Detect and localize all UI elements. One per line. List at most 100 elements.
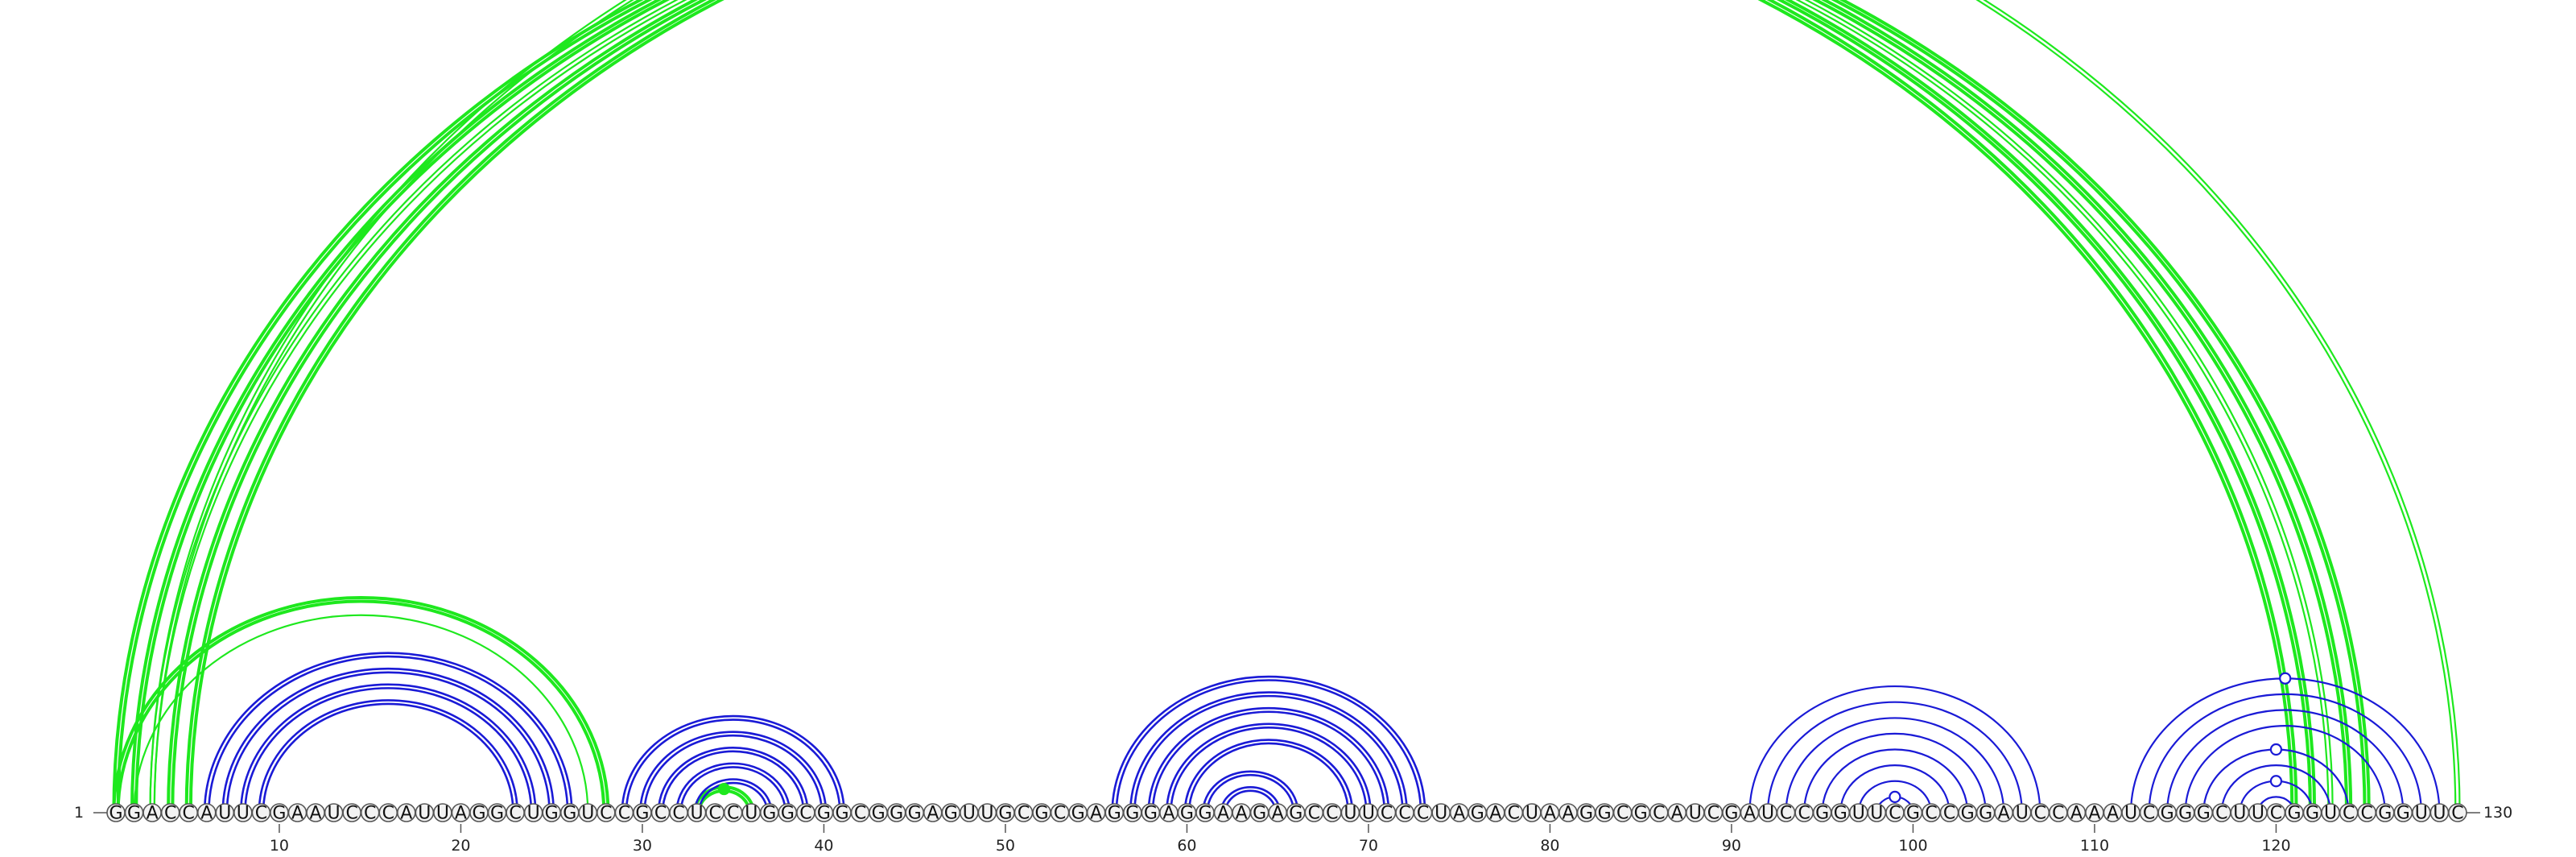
tick-label-110: 110 xyxy=(2080,837,2109,855)
base-24: U xyxy=(523,803,543,824)
base-letter-104: G xyxy=(1979,804,1992,824)
helix-4-arc-96-102 xyxy=(1839,764,1951,814)
base-101: C xyxy=(1922,803,1941,824)
base-letter-108: C xyxy=(2052,804,2064,824)
helix-2-arc-29-41-strand-1 xyxy=(621,714,845,814)
base-37: G xyxy=(759,803,779,824)
base-29: C xyxy=(614,803,634,824)
base-116: G xyxy=(2194,803,2214,824)
base-9: C xyxy=(251,803,271,824)
helix-3-arc-57-72-strand-1 xyxy=(1129,691,1408,814)
helix-2-arc-29-41-strand-2 xyxy=(625,718,841,814)
base-62: A xyxy=(1213,803,1233,824)
base-letter-89: C xyxy=(1707,804,1719,824)
tick-label-120: 120 xyxy=(2261,837,2290,855)
helix-2-arc-30-40-strand-1 xyxy=(639,731,828,814)
base-letter-125: C xyxy=(2361,804,2373,824)
base-letter-130: C xyxy=(2451,804,2463,824)
helix-3-arc-58-71-strand-2 xyxy=(1151,710,1386,814)
base-letter-36: U xyxy=(745,804,758,824)
base-78: C xyxy=(1504,803,1524,824)
tick-label-20: 20 xyxy=(451,837,470,855)
helix-1-arc-7-25-strand-1 xyxy=(221,667,555,814)
base-57: G xyxy=(1123,803,1142,824)
base-letter-91: A xyxy=(1744,804,1756,824)
helix-1-arc-8-24-strand-2 xyxy=(244,687,533,814)
base-letter-81: A xyxy=(1562,804,1574,824)
base-17: A xyxy=(396,803,416,824)
base-3: A xyxy=(142,803,162,824)
base-letter-107: C xyxy=(2034,804,2046,824)
base-31: C xyxy=(650,803,671,824)
base-7: U xyxy=(215,803,235,824)
base-letter-76: G xyxy=(1471,804,1484,824)
green-arc-3-130-strand-2 xyxy=(153,0,2457,814)
base-letter-83: G xyxy=(1598,804,1612,824)
base-69: U xyxy=(1340,803,1360,824)
base-60: G xyxy=(1177,803,1197,824)
base-89: C xyxy=(1703,803,1724,824)
base-letter-114: G xyxy=(2161,804,2174,824)
base-128: U xyxy=(2412,803,2431,824)
base-letter-129: U xyxy=(2433,804,2446,824)
green-arc-5-125-strand-2 xyxy=(188,0,2367,814)
base-letter-101: C xyxy=(1925,804,1937,824)
base-letter-66: G xyxy=(1289,804,1302,824)
base-74: U xyxy=(1431,803,1451,824)
helix-2-arc-33-37-strand-1 xyxy=(693,778,773,814)
position-ticks: 10 20 30 40 50 60 70 80 90 100 110 120 xyxy=(270,824,2291,855)
base-letter-68: C xyxy=(1326,804,1338,824)
base-80: A xyxy=(1540,803,1560,824)
base-letter-124: C xyxy=(2343,804,2355,824)
base-letter-90: G xyxy=(1724,804,1738,824)
helix-3-arc-62-65-strand-2 xyxy=(1224,789,1277,814)
base-letter-19: U xyxy=(436,804,449,824)
base-129: U xyxy=(2429,803,2450,824)
base-95: G xyxy=(1812,803,1832,824)
base-63: A xyxy=(1232,803,1251,824)
base-96: G xyxy=(1831,803,1851,824)
base-letter-63: A xyxy=(1236,804,1248,824)
base-letter-3: A xyxy=(147,804,159,824)
base-53: C xyxy=(1050,803,1070,824)
helix-2-arc-32-38-strand-2 xyxy=(679,766,787,814)
base-88: U xyxy=(1686,803,1705,824)
base-letter-12: A xyxy=(310,804,322,824)
base-letter-9: C xyxy=(255,804,267,824)
base-94: C xyxy=(1794,803,1814,824)
base-letter-14: C xyxy=(345,804,357,824)
helix-5-arc-113-128 xyxy=(2148,693,2422,814)
base-letter-115: G xyxy=(2178,804,2192,824)
base-letter-65: A xyxy=(1272,804,1284,824)
tick-label-40: 40 xyxy=(814,837,833,855)
green-arc-2-27 xyxy=(133,614,589,814)
base-letter-17: A xyxy=(400,804,412,824)
base-letter-1: G xyxy=(109,804,122,824)
base-letter-99: C xyxy=(1889,804,1901,824)
base-letter-59: A xyxy=(1162,804,1174,824)
base-39: C xyxy=(796,803,815,824)
helix-1-arc-7-25-strand-2 xyxy=(225,671,551,814)
base-letter-45: G xyxy=(908,804,922,824)
base-letter-110: A xyxy=(2088,804,2100,824)
base-letter-72: C xyxy=(1398,804,1410,824)
base-12: A xyxy=(306,803,325,824)
base-34: C xyxy=(705,803,724,824)
base-circle-130 xyxy=(2448,803,2467,822)
helix-4-arc-94-104 xyxy=(1803,732,1987,814)
base-112: U xyxy=(2121,803,2140,824)
base-35: C xyxy=(723,803,743,824)
base-44: G xyxy=(886,803,906,824)
base-99: C xyxy=(1885,803,1905,824)
helix-4-arc-91-107 xyxy=(1748,685,2041,814)
base-97: U xyxy=(1849,803,1868,824)
green-arc-1-28-strand-1 xyxy=(112,595,610,814)
base-letter-67: C xyxy=(1308,804,1320,824)
base-72: C xyxy=(1395,803,1414,824)
base-letter-96: G xyxy=(1834,804,1847,824)
base-letter-55: A xyxy=(1090,804,1102,824)
base-letter-92: U xyxy=(1761,804,1774,824)
base-letter-120: C xyxy=(2270,804,2282,824)
